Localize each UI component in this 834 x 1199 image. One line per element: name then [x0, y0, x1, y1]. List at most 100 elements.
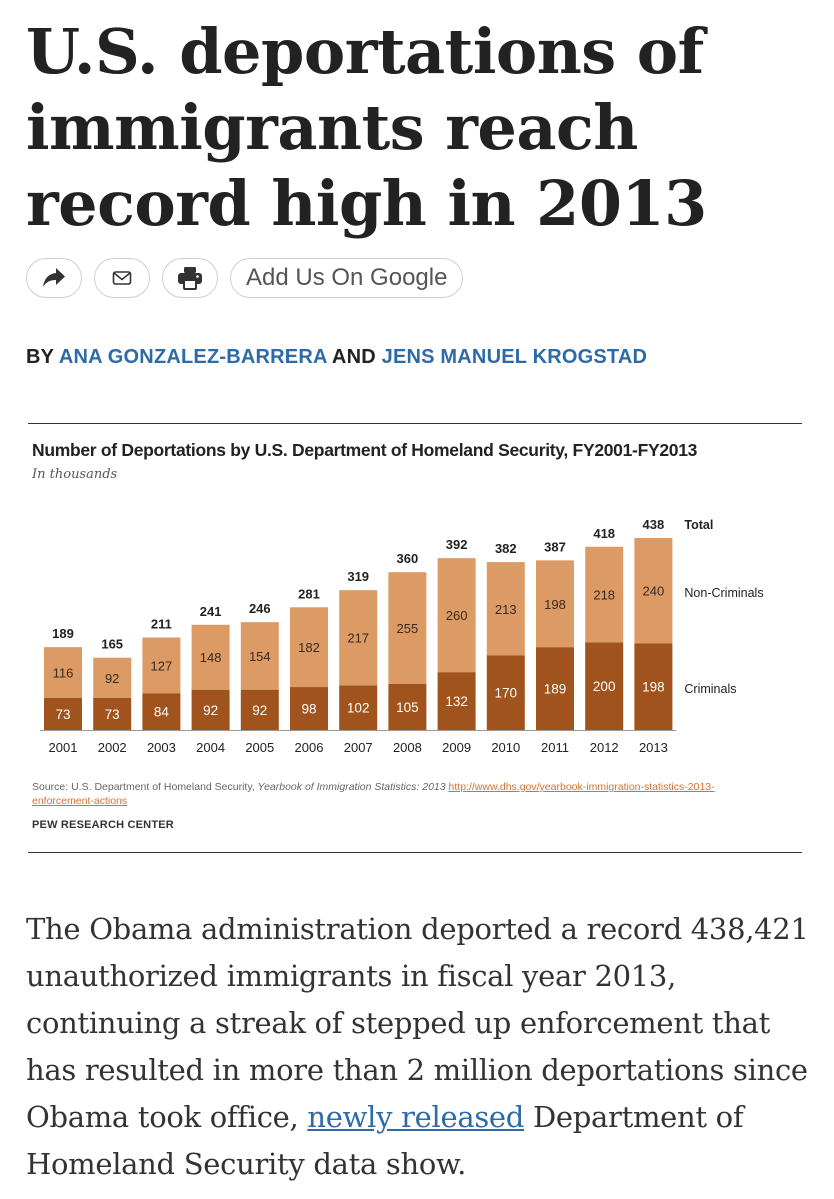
bar-non-criminals-2009	[437, 558, 476, 673]
bar-criminals-2005	[240, 689, 279, 730]
bar-criminals-2007	[339, 685, 378, 730]
bar-non-criminals-2012	[585, 546, 624, 643]
bar-criminals-2003	[142, 693, 181, 730]
deportations-chart-figure: Number of Deportations by U.S. Departmen…	[28, 423, 802, 853]
bar-non-criminals-2011	[536, 560, 574, 648]
label-non-criminals-2007: 217	[347, 631, 369, 646]
label-total-2011: 387	[544, 539, 566, 554]
x-tick-2002: 2002	[98, 740, 127, 755]
label-total-2003: 211	[151, 617, 172, 632]
bar-non-criminals-2003	[142, 637, 181, 694]
x-tick-2008: 2008	[393, 740, 422, 755]
label-criminals-2009: 132	[445, 694, 468, 709]
source-publication: Yearbook of Immigration Statistics: 2013	[257, 781, 446, 793]
label-total-2007: 319	[347, 569, 369, 584]
label-criminals-2002: 73	[105, 707, 120, 722]
envelope-icon	[112, 271, 132, 285]
bar-criminals-2002	[93, 698, 132, 730]
bar-non-criminals-2013	[634, 538, 673, 644]
label-criminals-2010: 170	[495, 686, 518, 701]
label-total-2010: 382	[495, 541, 517, 556]
bar-criminals-2006	[290, 687, 328, 730]
share-toolbar: Add Us On Google	[26, 256, 464, 300]
label-non-criminals-2012: 218	[593, 588, 615, 603]
x-tick-2003: 2003	[147, 740, 176, 755]
author-link-jens-manuel-krogstad[interactable]: JENS MANUEL KROGSTAD	[381, 346, 648, 368]
chart-source: Source: U.S. Department of Homeland Secu…	[32, 780, 772, 808]
label-criminals-2007: 102	[347, 701, 370, 716]
label-non-criminals-2010: 213	[495, 602, 517, 617]
label-criminals-2005: 92	[252, 703, 267, 718]
label-total-2008: 360	[397, 551, 419, 566]
label-non-criminals-2005: 154	[249, 649, 271, 664]
bar-criminals-2001	[44, 698, 82, 730]
label-criminals-2011: 189	[544, 682, 567, 697]
bar-non-criminals-2004	[191, 624, 230, 690]
bar-non-criminals-2002	[93, 657, 132, 698]
label-non-criminals-2001: 116	[53, 666, 74, 681]
x-tick-2010: 2010	[491, 740, 520, 755]
bar-criminals-2004	[191, 689, 230, 730]
body-text-part2: Department of Homeland Security data sho…	[26, 1100, 744, 1181]
x-tick-2004: 2004	[196, 740, 225, 755]
bar-non-criminals-2007	[339, 590, 378, 686]
bar-criminals-2013	[634, 643, 673, 730]
author-link-ana-gonzalez-barrera[interactable]: ANA GONZALEZ-BARRERA	[58, 346, 327, 368]
printer-icon	[178, 267, 202, 290]
bar-non-criminals-2010	[486, 562, 525, 656]
share-button[interactable]	[26, 258, 82, 298]
bar-criminals-2011	[536, 647, 574, 730]
legend-total: Total	[684, 518, 713, 532]
print-button[interactable]	[162, 258, 218, 298]
label-non-criminals-2009: 260	[446, 608, 468, 623]
chart-title: Number of Deportations by U.S. Departmen…	[32, 440, 698, 460]
label-criminals-2004: 92	[203, 703, 218, 718]
chart-subtitle: In thousands	[32, 467, 118, 482]
bar-criminals-2008	[388, 683, 427, 730]
label-total-2012: 418	[593, 526, 615, 541]
label-non-criminals-2002: 92	[105, 671, 119, 686]
x-tick-2006: 2006	[295, 740, 324, 755]
x-tick-2001: 2001	[49, 740, 78, 755]
bar-non-criminals-2008	[388, 572, 427, 684]
source-text: Source: U.S. Department of Homeland Secu…	[32, 781, 258, 793]
label-total-2005: 246	[249, 601, 271, 616]
share-arrow-icon	[43, 268, 65, 287]
bar-criminals-2009	[437, 672, 476, 730]
email-button[interactable]	[94, 258, 150, 298]
byline-connector: AND	[331, 346, 376, 368]
label-criminals-2008: 105	[396, 700, 419, 715]
label-total-2009: 392	[446, 537, 468, 552]
bar-criminals-2012	[585, 642, 624, 730]
x-tick-2013: 2013	[639, 740, 668, 755]
bar-non-criminals-2001	[44, 647, 82, 698]
label-non-criminals-2003: 127	[151, 658, 173, 673]
x-tick-2011: 2011	[541, 740, 569, 755]
bar-non-criminals-2006	[290, 607, 328, 688]
label-total-2013: 438	[643, 517, 665, 532]
x-tick-2007: 2007	[344, 740, 373, 755]
x-tick-2005: 2005	[245, 740, 274, 755]
stacked-bar-chart: 7311618920017392165200284127211200392148…	[40, 517, 764, 755]
newly-released-link[interactable]: newly released	[307, 1100, 525, 1134]
article-body-paragraph: The Obama administration deported a reco…	[26, 906, 816, 1188]
bar-criminals-2010	[486, 655, 525, 730]
label-criminals-2006: 98	[301, 702, 316, 717]
label-non-criminals-2013: 240	[643, 584, 665, 599]
bar-non-criminals-2005	[240, 622, 279, 690]
label-criminals-2012: 200	[593, 679, 616, 694]
label-total-2002: 165	[101, 637, 123, 652]
add-us-on-google-button[interactable]: Add Us On Google	[230, 258, 464, 298]
label-criminals-2003: 84	[154, 705, 170, 720]
label-criminals-2013: 198	[642, 680, 665, 695]
label-non-criminals-2004: 148	[200, 650, 222, 665]
legend-criminals: Criminals	[684, 682, 736, 696]
source-link[interactable]: http://www.dhs.gov/yearbook-immigration-…	[32, 781, 715, 807]
label-total-2001: 189	[52, 626, 74, 641]
label-total-2006: 281	[298, 586, 320, 601]
label-non-criminals-2011: 198	[544, 597, 566, 612]
pew-research-credit: PEW RESEARCH CENTER	[32, 819, 174, 831]
article-headline: U.S. deportations of immigrants reach re…	[26, 15, 707, 240]
label-non-criminals-2006: 182	[298, 640, 320, 655]
x-tick-2012: 2012	[590, 740, 619, 755]
